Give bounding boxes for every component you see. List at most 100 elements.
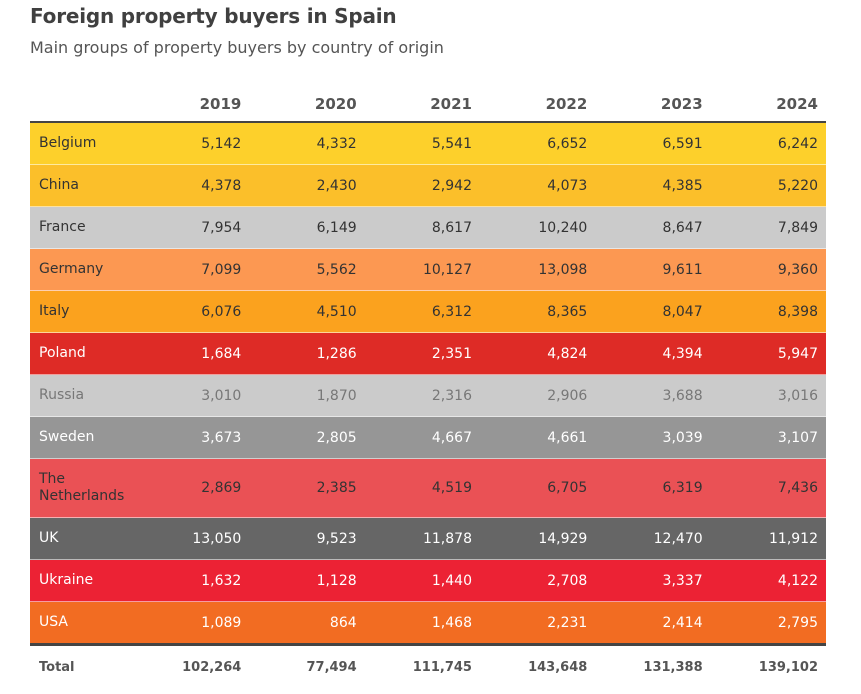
cell-2024: 2,795 [710, 601, 826, 646]
header-year-2021: 2021 [364, 86, 480, 123]
cell-2020: 2,385 [249, 458, 365, 518]
chart-title: Foreign property buyers in Spain [30, 4, 397, 28]
total-cell-2019: 102,264 [134, 644, 250, 688]
cell-2022: 8,365 [479, 290, 596, 333]
cell-2019: 6,076 [134, 290, 250, 333]
row-label: Ukraine [30, 559, 134, 602]
header-country [30, 86, 134, 123]
cell-2022: 10,240 [479, 206, 596, 249]
total-cell-2022: 143,648 [479, 644, 596, 688]
header-year-2019: 2019 [134, 86, 250, 123]
cell-2019: 5,142 [134, 122, 250, 165]
table-row-germany: Germany 7,099 5,562 10,127 13,098 9,611 9,360 [30, 248, 826, 291]
header-row: 2019 2020 2021 2022 2023 2024 [30, 86, 826, 123]
total-cell-2021: 111,745 [364, 644, 480, 688]
cell-2020: 4,510 [249, 290, 365, 333]
cell-2024: 11,912 [710, 517, 826, 560]
cell-2019: 1,684 [134, 332, 250, 375]
total-label: Total [30, 644, 134, 688]
row-label: UK [30, 517, 134, 560]
cell-2024: 3,107 [710, 416, 826, 459]
table-row-the-netherlands: The Netherlands 2,869 2,385 4,519 6,705 6,319… [30, 458, 826, 518]
table-row-uk: UK 13,050 9,523 11,878 14,929 12,470 11,912 [30, 517, 826, 560]
cell-2024: 5,220 [710, 164, 826, 207]
row-label: Belgium [30, 122, 134, 165]
table-body: Belgium 5,142 4,332 5,541 6,652 6,591 6,242 Chi… [30, 122, 826, 688]
cell-2021: 6,312 [364, 290, 480, 333]
cell-2021: 4,519 [364, 458, 480, 518]
cell-2023: 8,647 [595, 206, 711, 249]
table-row-sweden: Sweden 3,673 2,805 4,667 4,661 3,039 3,107 [30, 416, 826, 459]
row-label: China [30, 164, 134, 207]
cell-2024: 8,398 [710, 290, 826, 333]
table-row-ukraine: Ukraine 1,632 1,128 1,440 2,708 3,337 4,122 [30, 559, 826, 602]
cell-2024: 5,947 [710, 332, 826, 375]
cell-2020: 2,430 [249, 164, 365, 207]
cell-2019: 4,378 [134, 164, 250, 207]
row-label: USA [30, 601, 134, 646]
cell-2022: 6,705 [479, 458, 596, 518]
cell-2023: 8,047 [595, 290, 711, 333]
cell-2023: 6,591 [595, 122, 711, 165]
table-row-poland: Poland 1,684 1,286 2,351 4,824 4,394 5,947 [30, 332, 826, 375]
cell-2022: 2,231 [479, 601, 596, 646]
cell-2019: 7,099 [134, 248, 250, 291]
cell-2023: 3,688 [595, 374, 711, 417]
cell-2022: 4,073 [479, 164, 596, 207]
row-label: Italy [30, 290, 134, 333]
cell-2022: 4,824 [479, 332, 596, 375]
cell-2020: 6,149 [249, 206, 365, 249]
table-row-total: Total 102,264 77,494 111,745 143,648 131,388 1… [30, 644, 826, 688]
cell-2021: 2,942 [364, 164, 480, 207]
cell-2022: 14,929 [479, 517, 596, 560]
table-row-italy: Italy 6,076 4,510 6,312 8,365 8,047 8,398 [30, 290, 826, 333]
cell-2019: 13,050 [134, 517, 250, 560]
cell-2019: 2,869 [134, 458, 250, 518]
cell-2020: 1,286 [249, 332, 365, 375]
table-row-china: China 4,378 2,430 2,942 4,073 4,385 5,220 [30, 164, 826, 207]
header-year-2023: 2023 [595, 86, 711, 123]
header-year-2024: 2024 [710, 86, 826, 123]
cell-2020: 864 [249, 601, 365, 646]
cell-2021: 4,667 [364, 416, 480, 459]
table-row-belgium: Belgium 5,142 4,332 5,541 6,652 6,591 6,242 [30, 122, 826, 165]
cell-2021: 10,127 [364, 248, 480, 291]
cell-2020: 2,805 [249, 416, 365, 459]
cell-2023: 9,611 [595, 248, 711, 291]
cell-2021: 8,617 [364, 206, 480, 249]
cell-2020: 1,128 [249, 559, 365, 602]
cell-2022: 2,906 [479, 374, 596, 417]
cell-2024: 7,436 [710, 458, 826, 518]
header-year-2022: 2022 [479, 86, 596, 123]
row-label: The Netherlands [30, 458, 134, 518]
table-row-russia: Russia 3,010 1,870 2,316 2,906 3,688 3,016 [30, 374, 826, 417]
cell-2024: 3,016 [710, 374, 826, 417]
cell-2020: 1,870 [249, 374, 365, 417]
cell-2023: 3,039 [595, 416, 711, 459]
cell-2022: 4,661 [479, 416, 596, 459]
cell-2019: 1,632 [134, 559, 250, 602]
row-label: Sweden [30, 416, 134, 459]
header-year-2020: 2020 [249, 86, 365, 123]
table-row-usa: USA 1,089 864 1,468 2,231 2,414 2,795 [30, 601, 826, 646]
row-label: France [30, 206, 134, 249]
cell-2021: 2,351 [364, 332, 480, 375]
cell-2023: 4,385 [595, 164, 711, 207]
cell-2020: 9,523 [249, 517, 365, 560]
total-cell-2023: 131,388 [595, 644, 711, 688]
data-table: 2019 2020 2021 2022 2023 2024 Belgium 5,142 4,3… [30, 86, 826, 688]
cell-2019: 3,010 [134, 374, 250, 417]
cell-2023: 2,414 [595, 601, 711, 646]
cell-2024: 6,242 [710, 122, 826, 165]
cell-2023: 3,337 [595, 559, 711, 602]
cell-2022: 13,098 [479, 248, 596, 291]
cell-2020: 4,332 [249, 122, 365, 165]
row-label: Russia [30, 374, 134, 417]
cell-2021: 1,468 [364, 601, 480, 646]
cell-2024: 7,849 [710, 206, 826, 249]
cell-2023: 12,470 [595, 517, 711, 560]
row-label: Poland [30, 332, 134, 375]
table-row-france: France 7,954 6,149 8,617 10,240 8,647 7,849 [30, 206, 826, 249]
cell-2020: 5,562 [249, 248, 365, 291]
